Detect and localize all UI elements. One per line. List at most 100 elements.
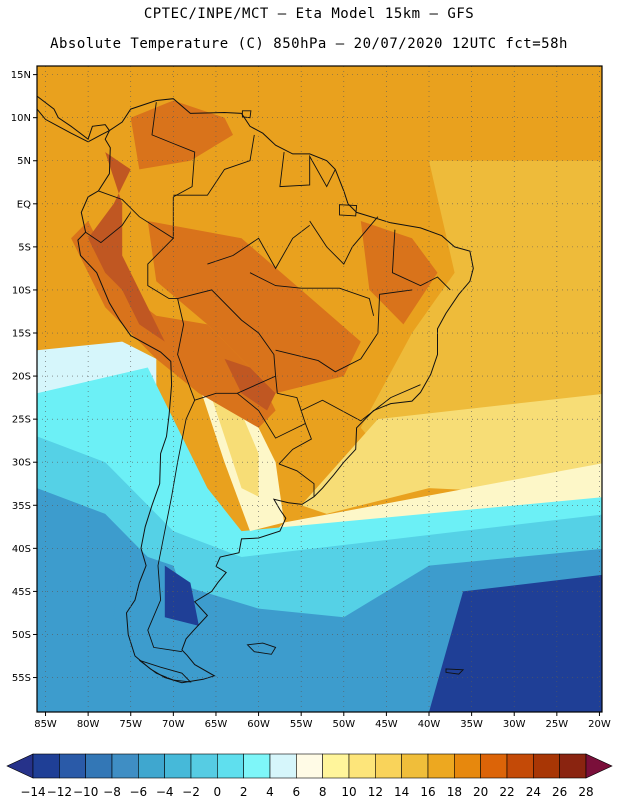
- map-frame: [36, 65, 603, 713]
- lat-tick-label: 50S: [12, 630, 31, 641]
- field-andes-hot: [88, 152, 165, 342]
- lat-tick-label: 55S: [12, 673, 31, 684]
- lon-tick-label: 40W: [418, 719, 441, 730]
- border-colombia-venezuela: [151, 102, 196, 198]
- colorbar-over-arrow: [585, 753, 613, 779]
- border-brazil-states-5: [207, 224, 310, 270]
- border-colombia-south: [98, 190, 174, 240]
- colorbar-label: −10: [73, 785, 98, 799]
- falkland-islands: [246, 642, 277, 655]
- colorbar-label: 26: [552, 785, 567, 799]
- border-chile-argentina: [147, 400, 196, 653]
- lat-tick-label: 15N: [11, 70, 31, 81]
- border-brazil-states-2: [275, 289, 413, 373]
- lat-tick-label: 30S: [12, 458, 31, 469]
- border-peru-brazil: [147, 237, 178, 300]
- colorbar-swatch: [111, 753, 139, 779]
- lat-tick-label: 5S: [18, 242, 31, 253]
- lat-tick-label: 5N: [17, 156, 31, 167]
- field-chaco-hot: [224, 358, 276, 411]
- colorbar-label: 14: [394, 785, 409, 799]
- lat-tick-label: 15S: [12, 329, 31, 340]
- colorbar-label: 6: [293, 785, 301, 799]
- lon-tick-label: 85W: [34, 719, 57, 730]
- lat-tick-label: 25S: [12, 415, 31, 426]
- colorbar-label: 4: [266, 785, 274, 799]
- lon-tick-label: 75W: [119, 719, 142, 730]
- lat-tick-label: EQ: [17, 199, 31, 210]
- coastline-borders: [37, 95, 474, 684]
- lon-tick-label: 70W: [162, 719, 185, 730]
- colorbar-label: 8: [319, 785, 327, 799]
- colorbar-label: −12: [47, 785, 72, 799]
- trinidad: [241, 110, 252, 119]
- lon-tick-label: 35W: [460, 719, 483, 730]
- marajo-island: [339, 204, 358, 217]
- lon-tick-label: 80W: [77, 719, 100, 730]
- border-uruguay: [278, 463, 315, 497]
- colorbar-swatch: [348, 753, 376, 779]
- colorbar-swatch: [322, 753, 350, 779]
- colorbar-swatch: [85, 753, 113, 779]
- colorbar-label: 24: [526, 785, 541, 799]
- colorbar-swatch: [375, 753, 402, 779]
- colorbar-label: −2: [182, 785, 200, 799]
- colorbar-swatch: [427, 753, 455, 779]
- colorbar-label: −6: [129, 785, 147, 799]
- colorbar-swatch: [454, 753, 481, 779]
- colorbar-label: 28: [578, 785, 593, 799]
- central-america-coastline: [37, 95, 111, 143]
- title-line-1: CPTEC/INPE/MCT – Eta Model 15km – GFS: [143, 6, 475, 22]
- colorbar-label: 0: [214, 785, 222, 799]
- border-ecuador-peru: [85, 212, 132, 244]
- colorbar: −14 −12 −10 −8 −6 −4 −2 0 2 4 6 8 10 12 14 16 18 20 22 24 26…: [6, 753, 613, 799]
- border-brazil-states-6: [391, 229, 451, 291]
- colorbar-label: −14: [20, 785, 45, 799]
- colorbar-label: 2: [240, 785, 248, 799]
- colorbar-swatch: [533, 753, 560, 779]
- lon-tick-label: 45W: [375, 719, 398, 730]
- border-brazil-states-4: [309, 216, 379, 265]
- lon-tick-label: 65W: [205, 719, 228, 730]
- lon-tick-label: 20W: [588, 719, 611, 730]
- border-venezuela-brazil: [173, 134, 255, 196]
- title-line-2: Absolute Temperature (C) 850hPa – 20/07/…: [50, 36, 568, 52]
- lat-tick-label: 10S: [12, 285, 31, 296]
- colorbar-label: 20: [473, 785, 488, 799]
- colorbar-label: 10: [341, 785, 356, 799]
- axis-ticks: 15N 10N 5N EQ 5S 10S 15S 20S 25S 30S 35S 40S 45S 50S 5…: [11, 70, 611, 730]
- field-dark-blue-patagonia: [164, 565, 199, 626]
- colorbar-label: 16: [420, 785, 435, 799]
- colorbar-swatch: [138, 753, 165, 779]
- lat-tick-label: 45S: [12, 587, 31, 598]
- south-america-coastline: [77, 98, 474, 684]
- field-andes-warm: [71, 221, 276, 428]
- temperature-field: [37, 66, 602, 712]
- lat-tick-label: 10N: [11, 113, 31, 124]
- field-amazon-warm: [147, 221, 361, 394]
- colorbar-swatch: [296, 753, 323, 779]
- lon-tick-label: 30W: [503, 719, 526, 730]
- colorbar-label: 18: [447, 785, 462, 799]
- border-brazil-states-3: [301, 384, 421, 422]
- border-bolivia: [177, 289, 277, 401]
- colorbar-label: −4: [156, 785, 174, 799]
- field-warm-tongue-yellow: [207, 384, 259, 497]
- colorbar-swatch: [32, 753, 60, 779]
- field-northeast-warm: [360, 221, 438, 325]
- colorbar-label: 22: [499, 785, 514, 799]
- colorbar-swatch: [269, 753, 297, 779]
- colorbar-under-arrow: [6, 753, 34, 779]
- lat-tick-label: 35S: [12, 501, 31, 512]
- tierra-del-fuego-islands: [139, 659, 192, 683]
- lat-tick-label: 20S: [12, 372, 31, 383]
- colorbar-swatch: [164, 753, 192, 779]
- colorbar-swatch: [217, 753, 244, 779]
- colorbar-label: −8: [103, 785, 121, 799]
- colorbar-swatch: [243, 753, 271, 779]
- lon-tick-label: 55W: [290, 719, 313, 730]
- colorbar-swatch: [59, 753, 86, 779]
- south-georgia: [445, 668, 465, 675]
- colorbar-swatch: [480, 753, 508, 779]
